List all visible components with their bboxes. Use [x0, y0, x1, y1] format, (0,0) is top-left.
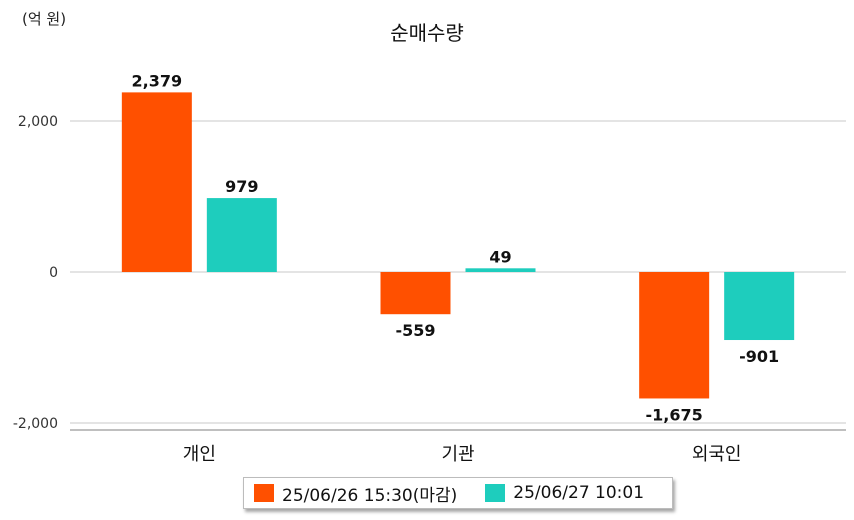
data-label: -1,675: [646, 405, 703, 424]
x-tick-label: 기관: [441, 444, 474, 465]
data-label: 49: [489, 247, 511, 266]
data-label: 979: [225, 177, 258, 196]
x-tick-label: 외국인: [692, 444, 742, 465]
legend-label-series-1: 25/06/26 15:30(마감): [282, 485, 458, 506]
y-tick-label: 0: [49, 265, 58, 281]
bar: [465, 268, 536, 272]
y-tick-label: 2,000: [18, 114, 58, 130]
data-label: -559: [395, 321, 435, 340]
chart-title: 순매수량: [390, 21, 464, 45]
data-label: 2,379: [132, 71, 183, 90]
y-axis-unit-label: (억 원): [22, 10, 67, 28]
bar: [380, 272, 451, 315]
legend-swatch-series-2: [485, 484, 506, 502]
chart-legend: 25/06/26 15:30(마감) 25/06/27 10:01: [243, 477, 673, 509]
y-tick-label: -2,000: [13, 416, 58, 432]
data-label: -901: [739, 347, 779, 366]
legend-item-series-1[interactable]: 25/06/26 15:30(마감): [254, 481, 457, 506]
bar: [121, 92, 192, 272]
legend-swatch-series-1: [254, 484, 274, 502]
bar-chart: 2,000 0 -2,000 2,379 979 개인 -559 49 기관 -1,675 -901…: [13, 71, 846, 465]
x-tick-label: 개인: [183, 444, 216, 465]
legend-item-series-2[interactable]: 25/06/27 10:01: [485, 483, 644, 503]
bar: [206, 198, 277, 272]
legend-label-series-2: 25/06/27 10:01: [513, 483, 645, 503]
bar: [639, 272, 710, 399]
bar: [724, 272, 795, 341]
